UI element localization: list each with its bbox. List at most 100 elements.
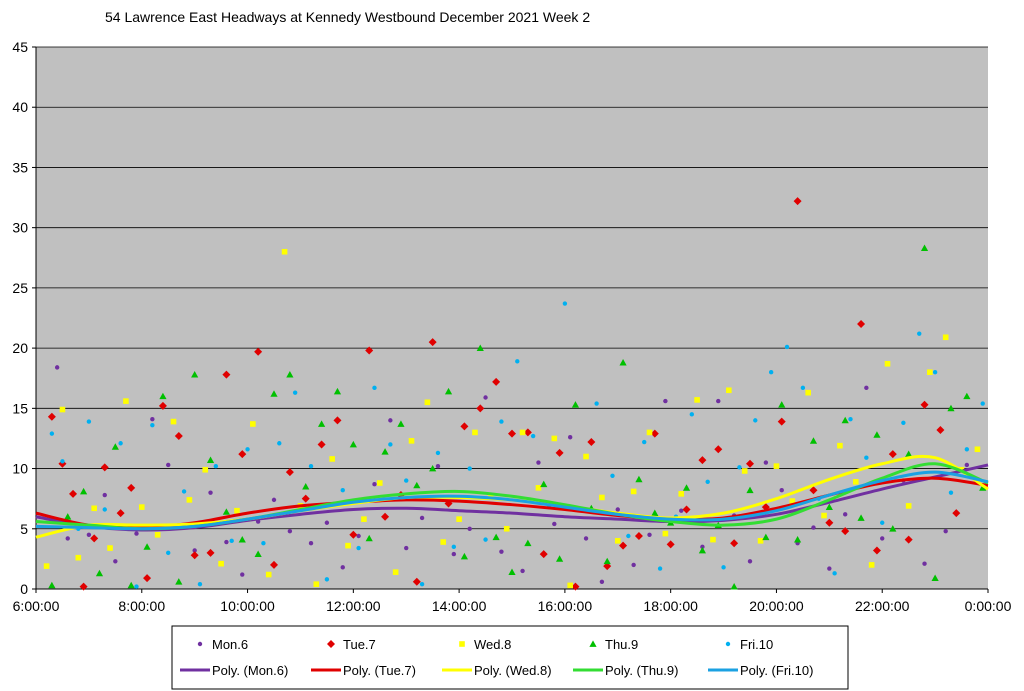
data-point — [821, 512, 827, 519]
data-point — [102, 492, 107, 498]
data-point — [159, 392, 167, 400]
data-point — [789, 498, 796, 504]
data-point — [287, 528, 293, 534]
data-point — [947, 404, 955, 412]
data-point — [663, 398, 668, 404]
data-point — [349, 440, 357, 448]
y-tick-label: 35 — [12, 159, 28, 175]
data-point — [206, 456, 215, 464]
data-point — [206, 548, 215, 557]
legend-box — [171, 625, 849, 690]
data-point — [540, 480, 548, 488]
data-point — [763, 460, 769, 465]
data-point — [614, 538, 621, 544]
data-point — [932, 370, 938, 375]
data-point — [429, 464, 437, 472]
data-point — [524, 539, 532, 547]
data-point — [324, 577, 330, 582]
data-point — [483, 537, 488, 542]
data-point — [381, 512, 390, 521]
data-point — [404, 545, 409, 551]
data-point — [412, 577, 421, 586]
data-point — [333, 416, 342, 425]
data-point — [261, 541, 266, 546]
data-point — [515, 359, 520, 364]
data-point — [240, 572, 245, 577]
data-point — [805, 389, 811, 396]
data-point — [587, 438, 596, 447]
data-point — [503, 525, 510, 532]
data-point — [270, 390, 278, 397]
data-point — [134, 531, 139, 536]
data-point — [408, 438, 415, 444]
data-point — [365, 346, 374, 355]
data-point — [91, 505, 97, 512]
data-point — [324, 520, 330, 525]
data-point — [75, 554, 82, 561]
data-point — [651, 509, 659, 516]
data-point — [499, 419, 504, 424]
legend-marker — [197, 641, 203, 647]
data-point — [170, 418, 177, 425]
data-point — [277, 441, 282, 446]
data-point — [843, 512, 848, 517]
data-point — [392, 569, 399, 575]
data-point — [150, 416, 155, 422]
data-point — [340, 565, 345, 570]
data-point — [980, 401, 985, 406]
data-point — [372, 385, 377, 391]
x-tick-label: 18:00:00 — [643, 598, 698, 614]
data-point — [281, 248, 288, 255]
data-point — [166, 550, 171, 556]
data-point — [682, 505, 691, 514]
data-point — [694, 397, 700, 403]
y-tick-label: 30 — [12, 220, 28, 236]
data-point — [922, 561, 927, 566]
data-point — [340, 488, 345, 493]
data-point — [714, 445, 723, 454]
x-tick-label: 10:00:00 — [220, 598, 275, 614]
data-point — [349, 530, 358, 539]
data-point — [927, 369, 933, 375]
data-point — [730, 582, 738, 590]
data-point — [435, 463, 441, 469]
data-point — [508, 429, 516, 438]
data-point — [65, 536, 70, 541]
data-point — [567, 582, 573, 589]
data-point — [47, 412, 56, 421]
data-point — [229, 538, 234, 544]
data-point — [192, 548, 197, 553]
legend-label: Thu.9 — [605, 637, 638, 652]
data-point — [778, 401, 786, 408]
data-point — [841, 527, 850, 536]
data-point — [95, 569, 104, 577]
trendline-poly-fri-10 — [35, 470, 989, 531]
data-point — [365, 534, 373, 542]
data-point — [102, 507, 107, 512]
data-point — [952, 509, 961, 518]
series-mon-6 — [54, 365, 970, 584]
data-point — [943, 528, 948, 534]
data-point — [43, 563, 50, 569]
data-point — [488, 493, 494, 500]
data-point — [746, 459, 754, 468]
series-tue-7 — [47, 197, 961, 591]
data-point — [646, 429, 653, 436]
data-point — [451, 544, 457, 550]
data-point — [809, 486, 818, 495]
data-point — [419, 515, 425, 521]
data-point — [107, 545, 113, 551]
data-point — [127, 483, 136, 492]
data-point — [265, 571, 272, 578]
data-point — [413, 481, 421, 489]
data-point — [619, 358, 627, 366]
y-tick-label: 40 — [12, 99, 28, 115]
data-point — [519, 429, 526, 436]
data-point — [451, 551, 457, 557]
data-point — [460, 552, 468, 560]
data-point — [868, 562, 875, 568]
data-point — [238, 450, 247, 459]
data-point — [467, 526, 472, 531]
data-point — [555, 448, 564, 457]
y-tick-label: 15 — [12, 400, 28, 416]
